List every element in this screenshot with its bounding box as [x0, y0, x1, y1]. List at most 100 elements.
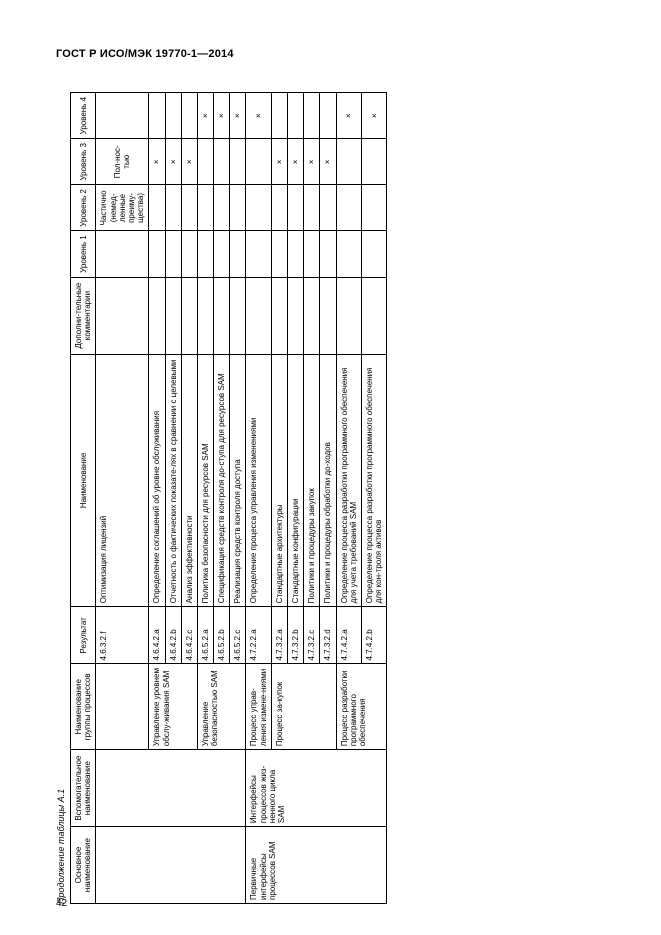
table-caption: Продолжение таблицы А.1: [56, 92, 66, 904]
col-res: Результат: [71, 607, 96, 664]
col-aux: Вспомогательное наименование: [71, 750, 96, 827]
cell-l3: ×: [304, 139, 320, 185]
cell-name: Определение процесса управления изменени…: [246, 354, 271, 607]
cell-l3: ×: [149, 139, 165, 185]
cell-l3: ×: [165, 139, 181, 185]
cell-com: [336, 277, 361, 354]
cell-l4: [271, 93, 287, 139]
table-header-row: Основное наименование Вспомогательное на…: [71, 93, 96, 904]
cell-com: [214, 277, 230, 354]
cell-l4: [320, 93, 336, 139]
cell-res: 4.7.3.2.b: [288, 607, 304, 664]
cell-main: Первичные интерфейсы процессов SAM: [246, 827, 387, 904]
cell-l1: [361, 231, 386, 277]
cell-com: [288, 277, 304, 354]
cell-main: [96, 827, 246, 904]
cell-name: Стандартные архитектуры: [271, 354, 287, 607]
cell-l4: ×: [246, 93, 271, 139]
cell-name: Политики и процедуры закупок: [304, 354, 320, 607]
document-id: ГОСТ Р ИСО/МЭК 19770-1—2014: [56, 48, 605, 60]
cell-l2: [246, 185, 271, 231]
cell-res: 4.6.4.2.c: [181, 607, 197, 664]
cell-com: [197, 277, 213, 354]
cell-l3: [246, 139, 271, 185]
cell-l4: [165, 93, 181, 139]
col-name: Наименование: [71, 354, 96, 607]
cell-name: Определение соглашений об уровне обслужи…: [149, 354, 165, 607]
cell-l3: ×: [271, 139, 287, 185]
col-l4: Уровень 4: [71, 93, 96, 139]
col-l2: Уровень 2: [71, 185, 96, 231]
cell-l4: [96, 93, 149, 139]
cell-res: 4.6.5.2.b: [214, 607, 230, 664]
cell-l3: ×: [320, 139, 336, 185]
cell-l4: [288, 93, 304, 139]
cell-res: 4.7.2.2.a: [246, 607, 271, 664]
cell-l3: [336, 139, 361, 185]
cell-l2: [197, 185, 213, 231]
cell-group: Управление безопасностью SAM: [197, 664, 246, 750]
cell-res: 4.7.3.2.a: [271, 607, 287, 664]
cell-l2: [230, 185, 246, 231]
page-number: 42: [56, 898, 67, 909]
cell-name: Отчетность о фактических показате-лях в …: [165, 354, 181, 607]
cell-l1: [197, 231, 213, 277]
cell-l1: [96, 231, 149, 277]
cell-l2: Частично (немед-ленные преиму-щества): [96, 185, 149, 231]
cell-res: 4.7.4.2.a: [336, 607, 361, 664]
cell-name: Определение процесса разработки программ…: [361, 354, 386, 607]
cell-l3: [230, 139, 246, 185]
cell-res: 4.6.5.2.a: [197, 607, 213, 664]
table-wrapper: Продолжение таблицы А.1 Основное наимено…: [56, 92, 604, 904]
cell-com: [165, 277, 181, 354]
cell-name: Спецификация средств контроля до-ступа д…: [214, 354, 230, 607]
cell-l4: ×: [214, 93, 230, 139]
cell-l4: [149, 93, 165, 139]
table-row: Первичные интерфейсы процессов SAM Интер…: [246, 93, 271, 904]
cell-name: Политика безопасности для ресурсов SAM: [197, 354, 213, 607]
cell-com: [320, 277, 336, 354]
cell-l2: [336, 185, 361, 231]
cell-l4: ×: [361, 93, 386, 139]
cell-name: Определение процесса разработки программ…: [336, 354, 361, 607]
cell-com: [361, 277, 386, 354]
cell-l4: ×: [230, 93, 246, 139]
cell-com: [230, 277, 246, 354]
cell-l4: ×: [336, 93, 361, 139]
cell-l1: [149, 231, 165, 277]
cell-res: 4.7.3.2.c: [304, 607, 320, 664]
cell-group: Процесс управ-ления измене-ниями: [246, 664, 271, 750]
cell-l2: [288, 185, 304, 231]
cell-l1: [246, 231, 271, 277]
cell-res: 4.6.3.2.f: [96, 607, 149, 664]
cell-group: [96, 664, 149, 750]
cell-com: [271, 277, 287, 354]
cell-l3: Пол-нос-тью: [96, 139, 149, 185]
cell-l2: [304, 185, 320, 231]
col-com: Дополни-тельные комментарии: [71, 277, 96, 354]
cell-aux: [96, 750, 246, 827]
cell-com: [181, 277, 197, 354]
cell-name: Оптимизация лицензий: [96, 354, 149, 607]
cell-com: [149, 277, 165, 354]
cell-l3: ×: [181, 139, 197, 185]
cell-l1: [288, 231, 304, 277]
cell-l1: [271, 231, 287, 277]
cell-group: Процесс разработки программного обеспече…: [336, 664, 387, 750]
cell-l3: [361, 139, 386, 185]
cell-aux: Интерфейсы процессов жиз-ненного цикла S…: [246, 750, 387, 827]
cell-l1: [320, 231, 336, 277]
cell-group: Управление уровнем обслу-живания SAM: [149, 664, 198, 750]
cell-l3: ×: [288, 139, 304, 185]
cell-l3: [214, 139, 230, 185]
cell-name: Реализация средств контроля доступа: [230, 354, 246, 607]
page: ГОСТ Р ИСО/МЭК 19770-1—2014 Продолжение …: [0, 0, 661, 935]
cell-res: 4.7.3.2.d: [320, 607, 336, 664]
cell-l1: [181, 231, 197, 277]
cell-l2: [165, 185, 181, 231]
cell-res: 4.6.4.2.a: [149, 607, 165, 664]
col-main: Основное наименование: [71, 827, 96, 904]
cell-name: Анализ эффективности: [181, 354, 197, 607]
cell-l1: [304, 231, 320, 277]
cell-l4: [181, 93, 197, 139]
